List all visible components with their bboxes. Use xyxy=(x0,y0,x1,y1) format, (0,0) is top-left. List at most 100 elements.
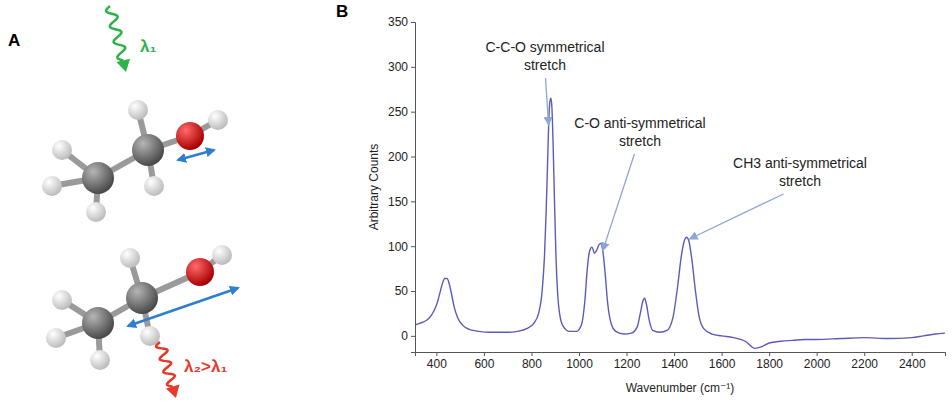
tick-label: 350 xyxy=(388,15,408,29)
atom xyxy=(176,122,204,150)
tick-label: 200 xyxy=(388,150,408,164)
tick-label: 1200 xyxy=(614,357,641,371)
wavelength-label: λ₂>λ₁ xyxy=(184,357,227,376)
tick: 400 xyxy=(427,352,447,371)
tick: 1600 xyxy=(709,352,736,371)
tick-mark xyxy=(411,112,415,113)
annotation-line: CH3 anti-symmetrical xyxy=(733,155,867,171)
tick-label: 1000 xyxy=(566,357,593,371)
tick-label: 400 xyxy=(427,357,447,371)
tick: 1000 xyxy=(566,352,593,371)
tick-mark xyxy=(531,352,532,356)
atom xyxy=(82,162,114,194)
panel-letter: B xyxy=(336,2,348,21)
annotation-text: C-C-O symmetrical stretch xyxy=(486,39,605,73)
x-axis: 400 600 800 1000 1200 1400 1600 1800 2000 2200 240… xyxy=(416,352,946,371)
tick-mark xyxy=(436,352,437,356)
tick: 1400 xyxy=(661,352,688,371)
tick-mark xyxy=(411,67,415,68)
tick-label: 150 xyxy=(388,195,408,209)
tick-mark xyxy=(769,352,770,356)
tick: 100 xyxy=(388,240,415,254)
tick: 300 xyxy=(388,60,415,74)
tick-label: 2000 xyxy=(804,357,831,371)
wavelength-label: λ₁ xyxy=(140,37,157,56)
y-axis-title: Arbitrary Counts xyxy=(367,144,381,231)
tick-mark xyxy=(411,22,415,23)
atom xyxy=(42,176,62,196)
tick: 50 xyxy=(395,284,415,298)
annotation-arrow xyxy=(603,154,635,251)
tick-mark xyxy=(674,352,675,356)
tick: 200 xyxy=(388,150,415,164)
annotation-line: stretch xyxy=(619,133,661,149)
atom xyxy=(82,307,114,339)
tick: 600 xyxy=(474,352,494,371)
tick-mark xyxy=(411,246,415,247)
tick-label: 1800 xyxy=(756,357,783,371)
axis-line xyxy=(416,353,946,357)
y-axis: 0 50 100 150 200 250 300 350 xyxy=(388,15,416,352)
atom xyxy=(52,290,72,310)
tick: 250 xyxy=(388,105,415,119)
spectrum-line xyxy=(415,98,945,348)
tick-mark xyxy=(627,352,628,356)
tick: 2000 xyxy=(804,352,831,371)
tick-label: 250 xyxy=(388,105,408,119)
atom xyxy=(126,282,158,314)
photon-wave xyxy=(106,6,125,60)
photon-wave xyxy=(156,342,175,386)
tick-mark xyxy=(817,352,818,356)
tick-mark xyxy=(912,352,913,356)
atom xyxy=(52,140,72,160)
atom xyxy=(212,245,232,265)
tick-label: 1600 xyxy=(709,357,736,371)
tick: 2400 xyxy=(899,352,926,371)
annotation-line: stretch xyxy=(524,57,566,73)
tick-mark xyxy=(411,291,415,292)
annotation-text: CH3 anti-symmetrical stretch xyxy=(733,155,867,189)
annotation: C-O anti-symmetrical stretch xyxy=(574,115,705,251)
panel-letter: A xyxy=(8,31,20,50)
tick-mark xyxy=(411,201,415,202)
tick: 350 xyxy=(388,15,415,29)
tick: 1800 xyxy=(756,352,783,371)
annotation-text: C-O anti-symmetrical stretch xyxy=(574,115,705,149)
annotation: C-C-O symmetrical stretch xyxy=(486,39,605,125)
tick: 1200 xyxy=(614,352,641,371)
atom xyxy=(120,248,140,268)
vibration-arrow xyxy=(178,150,214,160)
atom xyxy=(46,328,66,348)
atom xyxy=(86,202,106,222)
atom xyxy=(90,350,110,370)
tick-label: 2200 xyxy=(851,357,878,371)
tick-label: 800 xyxy=(522,357,542,371)
tick-mark xyxy=(864,352,865,356)
tick-label: 0 xyxy=(401,329,408,343)
axis-line xyxy=(411,23,416,353)
annotation: CH3 anti-symmetrical stretch xyxy=(690,155,867,239)
x-axis-title: Wavenumber (cm⁻¹) xyxy=(626,381,735,395)
tick-mark xyxy=(579,352,580,356)
annotation-arrow xyxy=(690,194,784,239)
tick: 2200 xyxy=(851,352,878,371)
photon-arrowhead xyxy=(166,385,179,398)
annotation-line: stretch xyxy=(779,173,821,189)
annotation-line: C-C-O symmetrical xyxy=(486,39,605,55)
tick-label: 600 xyxy=(474,357,494,371)
tick-mark xyxy=(411,336,415,337)
tick-label: 1400 xyxy=(661,357,688,371)
tick: 150 xyxy=(388,195,415,209)
tick-label: 2400 xyxy=(899,357,926,371)
panel-a: Aλ₁ λ₂>λ₁ xyxy=(8,6,238,398)
tick: 0 xyxy=(401,329,415,343)
molecule xyxy=(46,245,232,370)
vibration-arrow xyxy=(128,288,238,326)
figure: Aλ₁λ₂>λ₁B4006008001000120014001600180020… xyxy=(0,0,952,403)
annotation-line: C-O anti-symmetrical xyxy=(574,115,705,131)
tick-mark xyxy=(484,352,485,356)
photon-arrowhead xyxy=(116,59,130,72)
tick-label: 100 xyxy=(388,240,408,254)
atom xyxy=(128,100,148,120)
panel-b: B400600800100012001400160018002000220024… xyxy=(336,2,946,395)
